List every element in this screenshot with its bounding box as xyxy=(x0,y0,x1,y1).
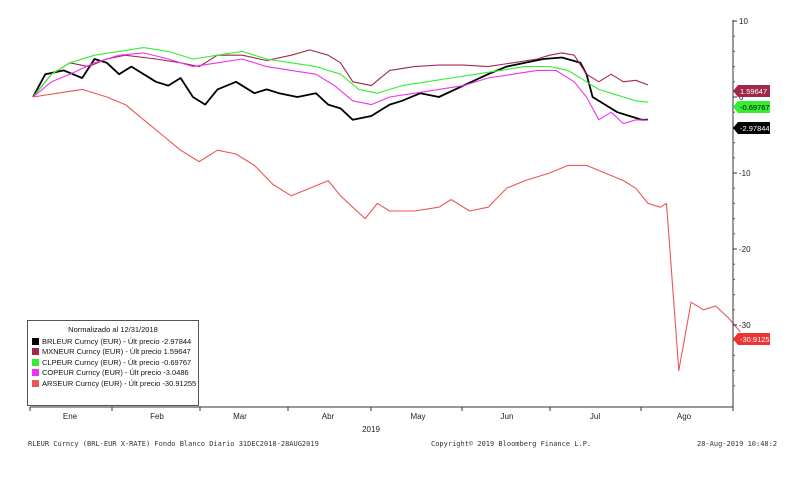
legend-swatch xyxy=(32,348,39,356)
x-tick-label-2: Mar xyxy=(233,412,247,421)
x-tick-label-1: Feb xyxy=(150,412,164,421)
last-tag-bg-4 xyxy=(733,333,770,345)
last-tag-bg-2 xyxy=(733,101,770,113)
legend-item: BRLEUR Curncy (EUR) - Últ precio -2.9784… xyxy=(28,336,198,347)
legend-item: COPEUR Curncy (EUR) - Últ precio -3.0486 xyxy=(28,368,198,379)
x-tick-label-7: Ago xyxy=(677,412,692,421)
legend-label: COPEUR Curncy (EUR) - Últ precio -3.0486 xyxy=(42,368,189,378)
series-lines xyxy=(32,47,741,372)
x-year-label: 2019 xyxy=(362,425,380,434)
x-tick-label-3: Abr xyxy=(322,412,335,421)
last-tag-label-0: -2.97844 xyxy=(740,124,770,133)
series-line-1 xyxy=(32,49,649,98)
last-tag-label-1: 1.59647 xyxy=(740,87,767,96)
legend-label: ARSEUR Curncy (EUR) - Últ precio -30.912… xyxy=(42,378,197,388)
footer-source: RLEUR Curncy (BRL-EUR X-RATE) Fondo Blan… xyxy=(28,440,319,448)
y-tick-label-3: -20 xyxy=(739,245,751,254)
last-value-tags: 1.59647 -0.69767 -2.97844 -30.9125 xyxy=(733,85,770,345)
last-tag-label-2: -0.69767 xyxy=(740,103,770,112)
legend-swatch xyxy=(32,337,39,345)
last-tag-label-4: -30.9125 xyxy=(740,335,770,344)
legend-label: BRLEUR Curncy (EUR) - Últ precio -2.9784… xyxy=(42,336,192,346)
last-tag-bg-1 xyxy=(733,85,770,97)
y-tick-label-1: 0 xyxy=(739,93,744,102)
axes: 10 0 -10 -20 -30 Ene Feb Mar Abr May Jun Jul Ago 2019 xyxy=(29,17,751,434)
last-tag-bg-0 xyxy=(733,122,770,134)
footer-copyright: Copyright© 2019 Bloomberg Finance L.P. xyxy=(431,440,592,448)
legend-label: CLPEUR Curncy (EUR) - Últ precio -0.6976… xyxy=(42,357,192,367)
legend-swatch xyxy=(32,358,39,366)
series-line-2 xyxy=(32,47,649,103)
series-line-4 xyxy=(32,88,741,372)
legend-item: MXNEUR Curncy (EUR) - Últ precio 1.59647 xyxy=(28,347,198,358)
legend-swatch xyxy=(32,379,39,387)
legend-swatch xyxy=(32,369,39,377)
x-tick-label-4: May xyxy=(410,412,425,421)
series-line-0 xyxy=(32,56,649,121)
y-tick-label-4: -30 xyxy=(739,321,751,330)
legend-item: CLPEUR Curncy (EUR) - Últ precio -0.6976… xyxy=(28,357,198,368)
x-tick-label-0: Ene xyxy=(63,412,78,421)
legend-label: MXNEUR Curncy (EUR) - Últ precio 1.59647 xyxy=(42,347,191,357)
legend: Normalizado al 12/31/2018 BRLEUR Curncy … xyxy=(27,320,199,406)
y-tick-label-0: 10 xyxy=(739,17,748,26)
footer-timestamp: 28-Aug-2019 10:48:2 xyxy=(697,440,778,448)
series-line-3 xyxy=(32,52,649,125)
x-tick-label-5: Jun xyxy=(501,412,514,421)
x-tick-label-6: Jul xyxy=(590,412,600,421)
legend-item: ARSEUR Curncy (EUR) - Últ precio -30.912… xyxy=(28,378,198,389)
legend-title: Normalizado al 12/31/2018 xyxy=(68,325,158,334)
y-tick-label-2: -10 xyxy=(739,169,751,178)
